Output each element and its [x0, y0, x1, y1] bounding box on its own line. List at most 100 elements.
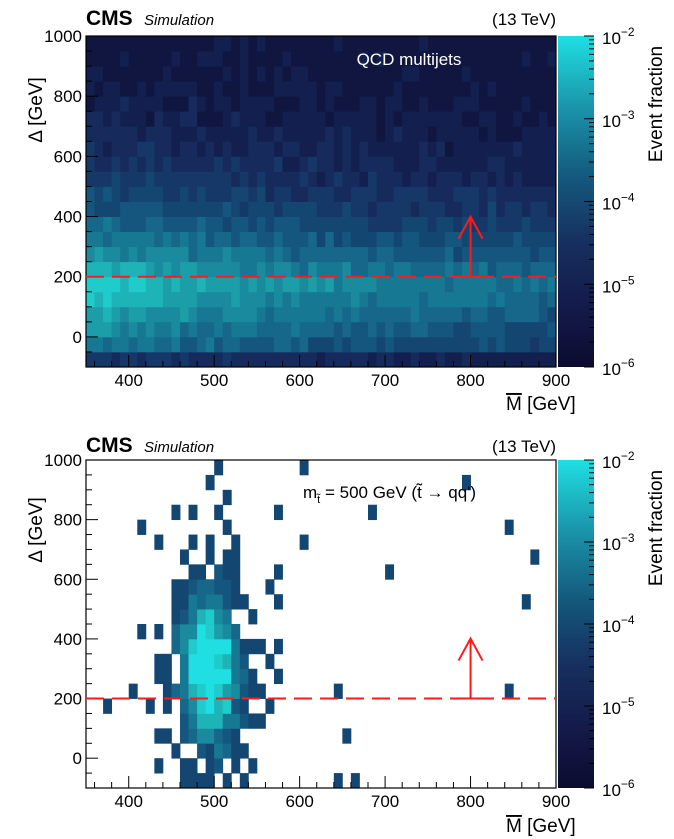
- heatmap-cell: [308, 81, 318, 97]
- heatmap-cell: [504, 126, 514, 142]
- heatmap-cell: [530, 291, 540, 308]
- heatmap-cell: [368, 81, 377, 97]
- heatmap-cell: [385, 261, 395, 278]
- colorbar-tick-exponent: −6: [621, 777, 635, 791]
- heatmap-cell: [291, 246, 301, 263]
- heatmap-cell: [214, 653, 224, 670]
- heatmap-cell: [171, 504, 181, 521]
- heatmap-cell: [410, 156, 420, 172]
- heatmap-cell: [154, 51, 164, 67]
- y-tick-label: 400: [54, 630, 82, 649]
- heatmap-cell: [214, 460, 224, 476]
- heatmap-cell: [513, 261, 523, 278]
- heatmap-cell: [308, 36, 318, 52]
- heatmap-cell: [111, 261, 121, 278]
- heatmap-cell: [248, 668, 258, 685]
- heatmap-cell: [376, 156, 386, 172]
- heatmap-cell: [128, 246, 138, 263]
- heatmap-cell: [291, 261, 301, 278]
- colorbar-tick-label: 10−2: [602, 25, 635, 48]
- heatmap-cell: [479, 126, 489, 142]
- heatmap-cell: [308, 336, 318, 353]
- heatmap-cell: [342, 336, 352, 353]
- heatmap-cell: [248, 141, 258, 157]
- heatmap-cell: [342, 201, 352, 217]
- heatmap-cell: [231, 579, 241, 595]
- heatmap-cell: [385, 141, 395, 157]
- heatmap-cell: [444, 141, 454, 157]
- heatmap-cell: [333, 321, 343, 338]
- heatmap-cell: [180, 261, 189, 278]
- heatmap-cell: [504, 291, 514, 308]
- heatmap-cell: [120, 216, 130, 232]
- heatmap-cell: [521, 66, 531, 82]
- heatmap-cell: [393, 336, 403, 353]
- heatmap-cell: [402, 246, 412, 263]
- heatmap-cell: [419, 186, 429, 202]
- heatmap-cell: [231, 51, 241, 67]
- heatmap-cell: [248, 186, 258, 202]
- heatmap-cell: [496, 351, 506, 368]
- heatmap-cell: [197, 351, 207, 368]
- heatmap-cell: [444, 336, 454, 353]
- heatmap-cell: [342, 306, 352, 323]
- heatmap-cell: [487, 171, 497, 187]
- heatmap-cell: [342, 141, 352, 157]
- heatmap-cell: [419, 276, 429, 293]
- heatmap-cell: [274, 111, 283, 127]
- heatmap-cell: [137, 351, 147, 368]
- heatmap-cell: [282, 246, 292, 263]
- heatmap-cell: [521, 246, 531, 263]
- heatmap-cell: [94, 201, 104, 217]
- heatmap-cell: [282, 156, 292, 172]
- heatmap-cells: [86, 36, 557, 368]
- heatmap-cell: [410, 141, 420, 157]
- heatmap-cell: [231, 758, 241, 774]
- heatmap-cell: [504, 141, 514, 157]
- heatmap-cell: [145, 96, 155, 112]
- heatmap-cell: [214, 504, 224, 521]
- heatmap-cell: [513, 66, 523, 82]
- heatmap-cell: [171, 111, 181, 127]
- heatmap-cell: [128, 186, 138, 202]
- heatmap-cell: [496, 306, 506, 323]
- heatmap-cell: [325, 261, 335, 278]
- heatmap-cell: [427, 141, 437, 157]
- heatmap-cell: [342, 728, 352, 744]
- heatmap-cell: [103, 351, 113, 368]
- heatmap-cell: [103, 81, 113, 97]
- heatmap-cell: [162, 698, 172, 714]
- heatmap-cell: [205, 668, 215, 685]
- heatmap-cell: [86, 291, 95, 308]
- heatmap-cell: [86, 336, 95, 353]
- heatmap-cell: [333, 276, 343, 293]
- heatmap-cell: [368, 216, 377, 232]
- heatmap-cell: [222, 51, 232, 67]
- heatmap-cell: [513, 246, 523, 263]
- heatmap-cell: [316, 351, 326, 368]
- heatmap-cell: [86, 216, 95, 232]
- heatmap-cell: [111, 111, 121, 127]
- heatmap-cell: [248, 758, 258, 774]
- heatmap-cell: [470, 336, 480, 353]
- heatmap-cell: [487, 321, 497, 338]
- heatmap-cell: [188, 638, 198, 655]
- heatmap-cell: [538, 216, 548, 232]
- heatmap-cell: [299, 201, 309, 217]
- heatmap-cell: [444, 261, 454, 278]
- heatmap-cell: [359, 81, 369, 97]
- heatmap-cell: [94, 51, 104, 67]
- heatmap-cell: [402, 276, 412, 293]
- heatmap-cell: [111, 306, 121, 323]
- heatmap-cell: [265, 171, 275, 187]
- heatmap-cell: [385, 306, 395, 323]
- heatmap-cell: [402, 216, 412, 232]
- heatmap-cell: [333, 51, 343, 67]
- heatmap-cell: [530, 216, 540, 232]
- heatmap-cell: [444, 216, 454, 232]
- heatmap-cell: [291, 201, 301, 217]
- heatmap-cell: [538, 126, 548, 142]
- heatmap-cell: [171, 594, 181, 610]
- heatmap-cell: [487, 81, 497, 97]
- y-axis-ticks: 0 200 400 600 800 1000: [44, 451, 98, 789]
